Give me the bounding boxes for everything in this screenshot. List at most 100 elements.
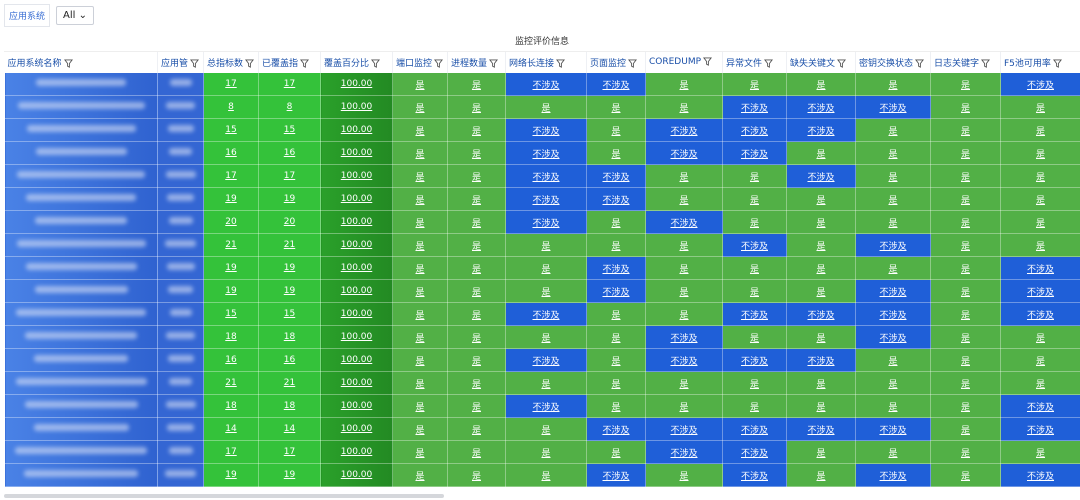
percent-cell[interactable]: 100.00 xyxy=(320,256,393,280)
percent-cell[interactable]: 100.00 xyxy=(320,394,393,418)
status-cell[interactable]: 是 xyxy=(930,233,1001,257)
status-cell[interactable]: 是 xyxy=(1000,164,1080,188)
status-cell[interactable]: 是 xyxy=(786,440,856,464)
status-cell[interactable]: 是 xyxy=(586,233,646,257)
status-cell[interactable]: 是 xyxy=(447,164,506,188)
status-cell[interactable]: 不涉及 xyxy=(645,210,723,234)
status-cell[interactable]: 是 xyxy=(1000,371,1080,395)
status-cell[interactable]: 是 xyxy=(447,302,506,326)
status-cell[interactable]: 是 xyxy=(505,417,587,441)
count-cell[interactable]: 16 xyxy=(258,141,321,165)
filter-icon[interactable] xyxy=(628,58,638,68)
status-cell[interactable]: 不涉及 xyxy=(645,118,723,142)
status-cell[interactable]: 不涉及 xyxy=(645,417,723,441)
status-cell[interactable]: 是 xyxy=(447,417,506,441)
count-cell[interactable]: 8 xyxy=(258,95,321,119)
status-cell[interactable]: 不涉及 xyxy=(1000,279,1080,303)
count-cell[interactable]: 20 xyxy=(203,210,259,234)
status-cell[interactable]: 是 xyxy=(855,394,931,418)
status-cell[interactable]: 是 xyxy=(645,187,723,211)
column-header[interactable]: 异常文件 xyxy=(722,52,787,73)
status-cell[interactable]: 不涉及 xyxy=(505,394,587,418)
status-cell[interactable]: 是 xyxy=(930,279,1001,303)
status-cell[interactable]: 是 xyxy=(392,302,448,326)
count-cell[interactable]: 19 xyxy=(258,256,321,280)
filter-icon[interactable] xyxy=(300,58,310,68)
column-header[interactable]: 进程数量 xyxy=(447,52,506,73)
status-cell[interactable]: 是 xyxy=(722,371,787,395)
status-cell[interactable]: 是 xyxy=(930,348,1001,372)
status-cell[interactable]: 是 xyxy=(505,256,587,280)
count-cell[interactable]: 18 xyxy=(203,325,259,349)
status-cell[interactable]: 不涉及 xyxy=(855,233,931,257)
status-cell[interactable]: 是 xyxy=(392,95,448,119)
status-cell[interactable]: 是 xyxy=(645,463,723,487)
count-cell[interactable]: 15 xyxy=(203,118,259,142)
status-cell[interactable]: 不涉及 xyxy=(786,118,856,142)
filter-icon[interactable] xyxy=(981,58,991,68)
column-header[interactable]: 页面监控 xyxy=(586,52,646,73)
status-cell[interactable]: 是 xyxy=(930,95,1001,119)
status-cell[interactable]: 是 xyxy=(855,164,931,188)
status-cell[interactable]: 是 xyxy=(505,371,587,395)
count-cell[interactable]: 15 xyxy=(258,118,321,142)
status-cell[interactable]: 是 xyxy=(505,95,587,119)
status-cell[interactable]: 是 xyxy=(930,164,1001,188)
filter-icon[interactable] xyxy=(434,58,444,68)
status-cell[interactable]: 是 xyxy=(447,233,506,257)
status-cell[interactable]: 是 xyxy=(586,95,646,119)
status-cell[interactable]: 是 xyxy=(645,302,723,326)
percent-cell[interactable]: 100.00 xyxy=(320,371,393,395)
column-header[interactable]: 应用管 xyxy=(157,52,204,73)
status-cell[interactable]: 不涉及 xyxy=(786,95,856,119)
status-cell[interactable]: 是 xyxy=(392,210,448,234)
status-cell[interactable]: 是 xyxy=(505,440,587,464)
status-cell[interactable]: 是 xyxy=(1000,325,1080,349)
status-cell[interactable]: 是 xyxy=(392,279,448,303)
status-cell[interactable]: 是 xyxy=(930,72,1001,96)
status-cell[interactable]: 是 xyxy=(392,440,448,464)
percent-cell[interactable]: 100.00 xyxy=(320,279,393,303)
count-cell[interactable]: 20 xyxy=(258,210,321,234)
status-cell[interactable]: 是 xyxy=(392,141,448,165)
status-cell[interactable]: 是 xyxy=(855,440,931,464)
status-cell[interactable]: 是 xyxy=(930,371,1001,395)
status-cell[interactable]: 是 xyxy=(786,187,856,211)
status-cell[interactable]: 不涉及 xyxy=(586,417,646,441)
status-cell[interactable]: 是 xyxy=(392,463,448,487)
status-cell[interactable]: 是 xyxy=(722,187,787,211)
count-cell[interactable]: 17 xyxy=(258,440,321,464)
status-cell[interactable]: 不涉及 xyxy=(855,95,931,119)
status-cell[interactable]: 是 xyxy=(447,348,506,372)
filter-icon[interactable] xyxy=(1052,58,1062,68)
status-cell[interactable]: 是 xyxy=(586,118,646,142)
status-cell[interactable]: 不涉及 xyxy=(786,417,856,441)
column-header[interactable]: F5池可用率 xyxy=(1000,52,1080,73)
status-cell[interactable]: 不涉及 xyxy=(505,210,587,234)
percent-cell[interactable]: 100.00 xyxy=(320,302,393,326)
percent-cell[interactable]: 100.00 xyxy=(320,348,393,372)
status-cell[interactable]: 是 xyxy=(930,463,1001,487)
status-cell[interactable]: 不涉及 xyxy=(722,417,787,441)
count-cell[interactable]: 14 xyxy=(203,417,259,441)
status-cell[interactable]: 不涉及 xyxy=(855,463,931,487)
percent-cell[interactable]: 100.00 xyxy=(320,187,393,211)
column-header[interactable]: 密钥交换状态 xyxy=(855,52,931,73)
status-cell[interactable]: 是 xyxy=(722,72,787,96)
count-cell[interactable]: 15 xyxy=(258,302,321,326)
filter-select[interactable]: All ⌄ xyxy=(56,5,94,25)
status-cell[interactable]: 不涉及 xyxy=(586,164,646,188)
status-cell[interactable]: 是 xyxy=(722,279,787,303)
column-header[interactable]: 端口监控 xyxy=(392,52,448,73)
count-cell[interactable]: 19 xyxy=(258,279,321,303)
status-cell[interactable]: 是 xyxy=(1000,233,1080,257)
status-cell[interactable]: 是 xyxy=(645,256,723,280)
status-cell[interactable]: 不涉及 xyxy=(505,72,587,96)
count-cell[interactable]: 14 xyxy=(258,417,321,441)
status-cell[interactable]: 是 xyxy=(645,164,723,188)
status-cell[interactable]: 是 xyxy=(645,72,723,96)
filter-icon[interactable] xyxy=(837,58,847,68)
status-cell[interactable]: 不涉及 xyxy=(645,141,723,165)
column-header[interactable]: COREDUMP xyxy=(645,52,723,73)
status-cell[interactable]: 是 xyxy=(1000,95,1080,119)
